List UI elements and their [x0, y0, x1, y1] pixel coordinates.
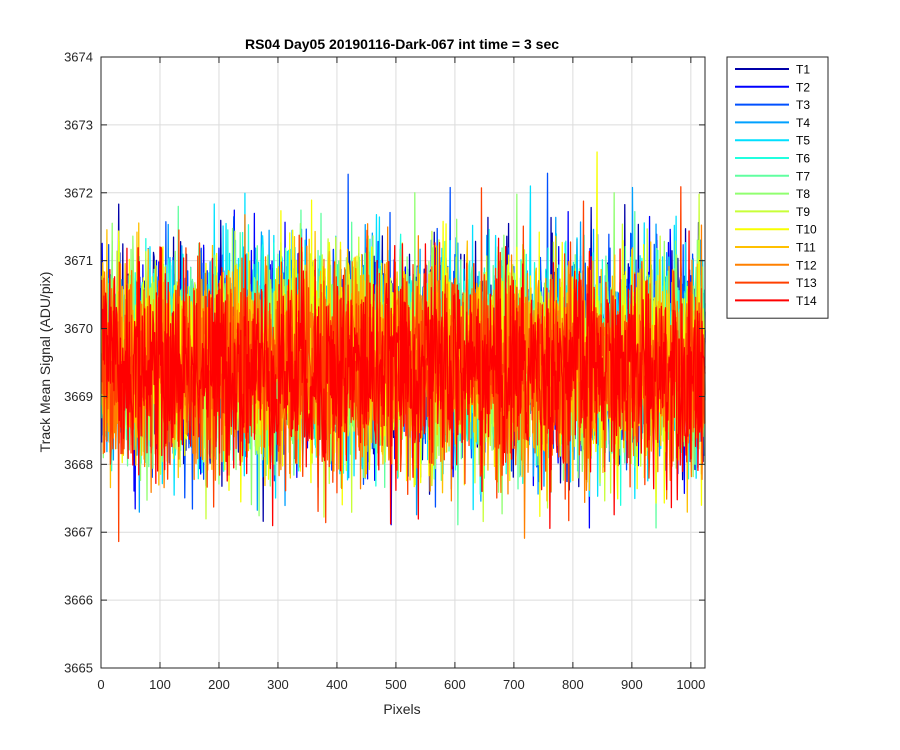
y-tick-label: 3669	[64, 389, 93, 404]
legend-label-t2: T2	[796, 80, 810, 94]
legend-label-t10: T10	[796, 223, 817, 237]
chart-title: RS04 Day05 20190116-Dark-067 int time = …	[245, 36, 559, 52]
x-tick-label: 300	[267, 677, 289, 692]
x-tick-label: 600	[444, 677, 466, 692]
y-tick-label: 3671	[64, 253, 93, 268]
series-line-t14	[100, 230, 706, 529]
y-tick-label: 3668	[64, 457, 93, 472]
x-tick-label: 200	[208, 677, 230, 692]
legend-label-t6: T6	[796, 152, 810, 166]
series-lines	[100, 151, 706, 543]
legend-label-t8: T8	[796, 187, 810, 201]
x-axis-ticks: 0 100 200 300 400 500 600 700 800 900 1000	[97, 57, 705, 692]
legend-label-t3: T3	[796, 98, 810, 112]
y-tick-label: 3667	[64, 525, 93, 540]
legend-label-t1: T1	[796, 63, 810, 77]
legend-label-t7: T7	[796, 169, 810, 183]
legend: T1 T2 T3 T4 T5 T6 T7 T8 T9 T10 T11 T12 T13 T14	[726, 56, 829, 319]
y-axis-title: Track Mean Signal (ADU/pix)	[37, 272, 53, 453]
axes-frame	[100, 56, 706, 669]
axes-box	[100, 56, 706, 669]
y-tick-label: 3665	[64, 661, 93, 676]
y-tick-label: 3674	[64, 50, 93, 65]
y-tick-label: 3673	[64, 117, 93, 132]
legend-label-t13: T13	[796, 276, 817, 290]
x-tick-label: 700	[503, 677, 525, 692]
x-axis-title: Pixels	[383, 701, 420, 717]
legend-label-t14: T14	[796, 294, 817, 308]
legend-box	[726, 56, 829, 319]
legend-label-t9: T9	[796, 205, 810, 219]
legend-label-t11: T11	[796, 241, 816, 255]
legend-label-t4: T4	[796, 116, 810, 130]
x-tick-label: 100	[149, 677, 171, 692]
legend-label-t12: T12	[796, 258, 817, 272]
x-tick-label: 900	[621, 677, 643, 692]
x-tick-label: 1000	[676, 677, 705, 692]
y-tick-label: 3672	[64, 185, 93, 200]
x-tick-label: 500	[385, 677, 407, 692]
y-axis-ticks: 3665 3666 3667 3668 3669 3670 3671 3672 3673 3674	[64, 50, 705, 676]
x-tick-label: 0	[97, 677, 104, 692]
y-tick-label: 3670	[64, 321, 93, 336]
legend-label-t5: T5	[796, 134, 810, 148]
x-tick-label: 400	[326, 677, 348, 692]
x-tick-label: 800	[562, 677, 584, 692]
y-tick-label: 3666	[64, 593, 93, 608]
